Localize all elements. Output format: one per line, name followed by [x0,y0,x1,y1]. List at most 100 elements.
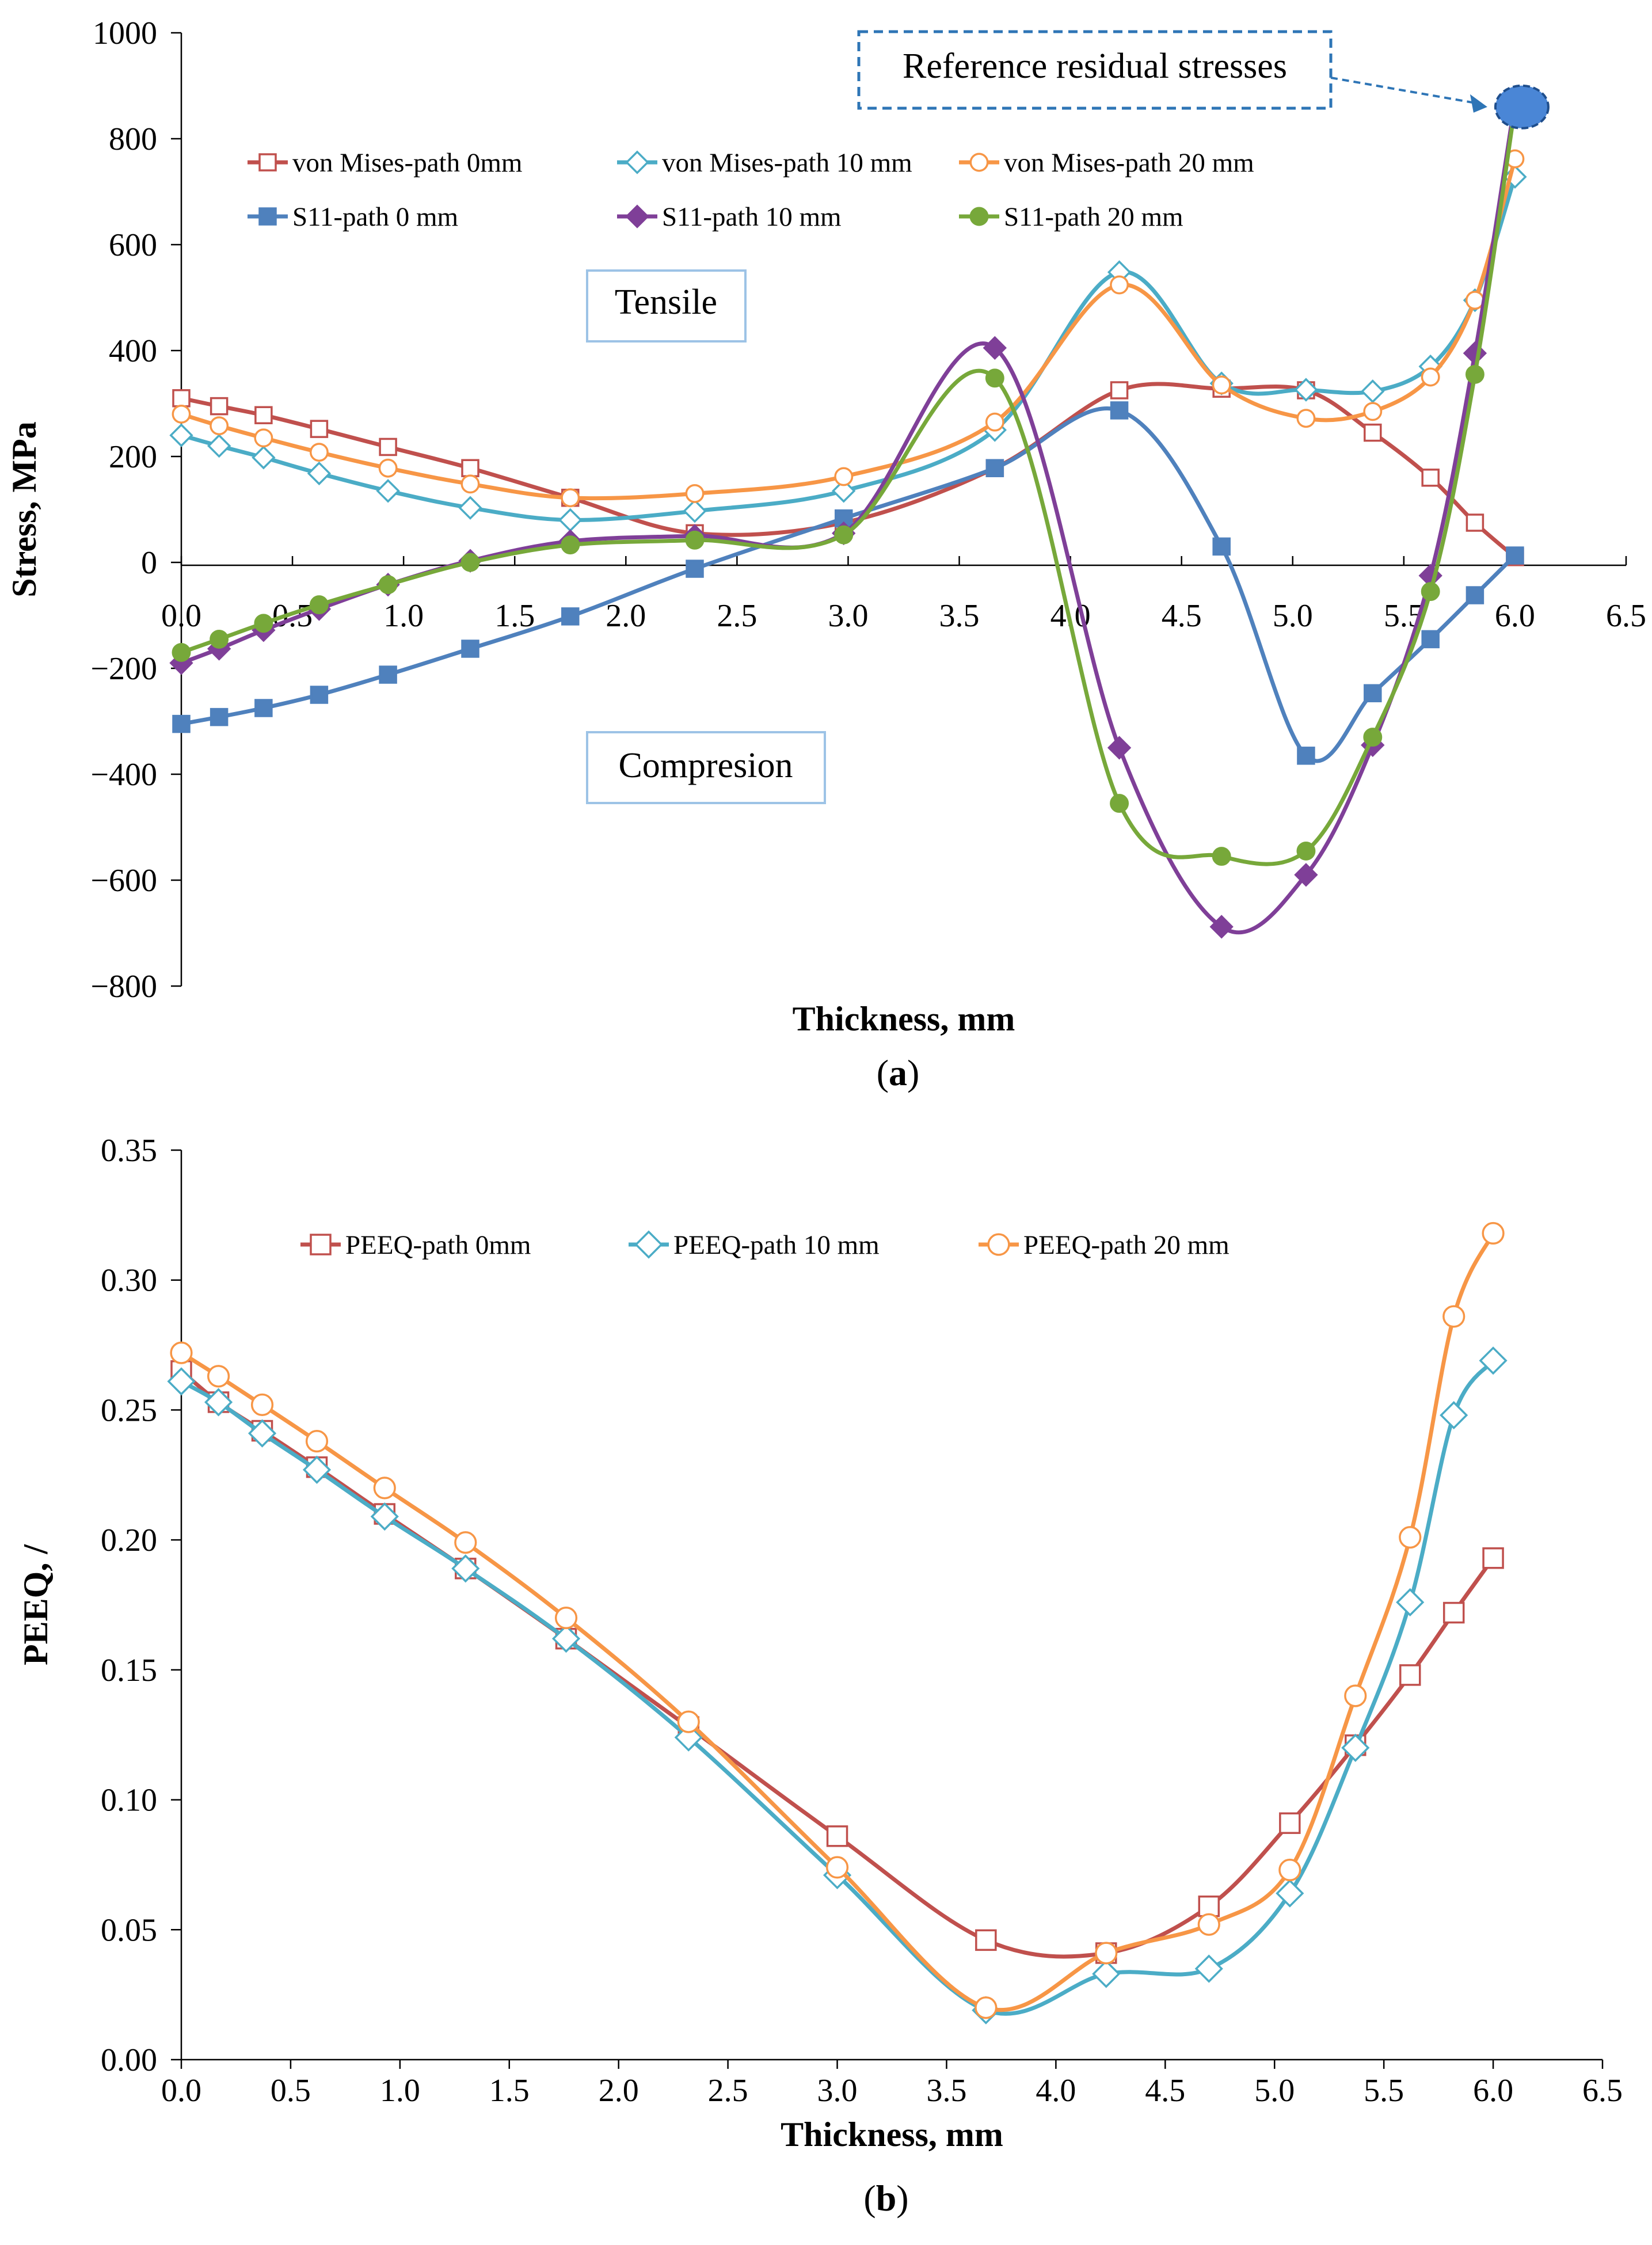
data-point [169,423,193,447]
data-point [1364,684,1382,702]
series-S11-path-20-mm [172,97,1525,866]
data-point [1479,1346,1508,1375]
data-point [683,499,707,523]
y-tick-label: 0.10 [101,1783,157,1818]
data-point [1463,341,1487,366]
y-tick-label: −600 [90,863,157,899]
legend-entry: S11-path 20 mm [959,202,1183,232]
data-point [1197,1913,1220,1936]
x-tick-label: 2.5 [717,598,757,634]
data-point [254,428,273,448]
data-point [305,1430,329,1453]
panel-label: (b) [863,2178,908,2219]
data-point [1110,275,1129,295]
y-tick-label: 0.25 [101,1392,157,1428]
x-tick-label: 6.0 [1495,598,1535,634]
x-axis-label: Thickness, mm [781,2115,1003,2153]
data-point [975,1929,997,1951]
data-point [1440,1401,1468,1430]
legend-marker [969,153,989,172]
data-point [1344,1684,1367,1707]
data-point [172,642,191,662]
data-point [461,459,479,477]
series-line [181,176,1517,522]
reference-arrow [1330,77,1482,105]
data-point [310,420,329,438]
data-point [451,1554,480,1583]
legend-marker [310,1234,332,1255]
data-point [551,1624,581,1653]
x-tick-label: 0.0 [161,598,201,634]
x-tick-label: 3.0 [817,2073,858,2109]
chart-panel-a: 1000 800 600 400 200 0 −200 −400 −600 −800 0.0 0.5 1… [5,16,1646,1093]
data-point [454,1531,477,1554]
x-tick-label: 6.0 [1473,2073,1513,2109]
data-point [379,437,397,456]
data-point [172,389,191,408]
data-point [1363,728,1383,747]
legend-entry: von Mises-path 10 mm [617,148,912,178]
data-point [1212,847,1231,866]
data-point [250,1393,274,1416]
data-point [302,1455,332,1484]
data-point [685,484,705,503]
x-tick-label: 5.0 [1254,2073,1295,2109]
y-tick-label: 400 [109,333,157,369]
data-point [1279,1812,1301,1834]
data-point [254,699,273,717]
data-point [373,1477,396,1500]
data-point [210,397,229,416]
panel-paren: ) [896,2178,908,2219]
data-point [376,479,400,503]
data-point [1442,1305,1466,1328]
data-point [834,525,854,545]
x-tick-label: 0.0 [161,2073,201,2109]
panel-paren: ( [877,1052,889,1093]
data-point [1296,409,1316,428]
tensile-label: Tensile [615,283,717,322]
data-point [1212,537,1231,556]
data-point [169,651,193,675]
x-tick-label: 4.0 [1036,2073,1076,2109]
legend-entry: S11-path 0 mm [248,202,458,232]
panel-paren: ( [863,2178,876,2219]
legend-marker [258,153,277,172]
y-tick-label: 0.05 [101,1912,157,1948]
data-point [1364,423,1382,442]
data-point [1296,841,1316,861]
legend-label: PEEQ-path 20 mm [1023,1230,1230,1260]
data-point [1294,863,1318,887]
data-point [1110,794,1129,813]
x-tick-label: 4.5 [1162,598,1202,634]
data-point [172,714,191,733]
data-point [1278,1858,1301,1882]
compression-box [586,731,826,804]
legend-label: S11-path 10 mm [662,202,842,232]
legend-label: S11-path 20 mm [1004,202,1183,232]
data-point [1506,546,1524,565]
data-point [1421,469,1440,487]
y-tick-label: −400 [90,757,157,793]
panel-letter: b [876,2178,897,2219]
data-point [685,530,705,550]
data-point [561,607,580,626]
data-point [1466,586,1484,604]
data-point [985,459,1004,477]
data-point [309,443,329,462]
y-axis-label: Stress, MPa [5,421,43,598]
x-tick-label: 3.5 [926,2073,966,2109]
panel-letter: a [889,1052,907,1093]
panel-label: (a) [877,1052,920,1093]
data-point [1466,513,1484,532]
data-point [309,595,329,615]
legend-entry: von Mises-path 20 mm [959,148,1254,178]
x-tick-label: 1.5 [494,598,535,634]
data-point [370,1502,399,1531]
data-point [1198,1895,1220,1917]
y-tick-label: 0.35 [101,1133,157,1169]
x-tick-label: 1.0 [383,598,424,634]
data-point [204,1388,233,1417]
data-point [1294,378,1318,402]
data-point [210,707,229,726]
